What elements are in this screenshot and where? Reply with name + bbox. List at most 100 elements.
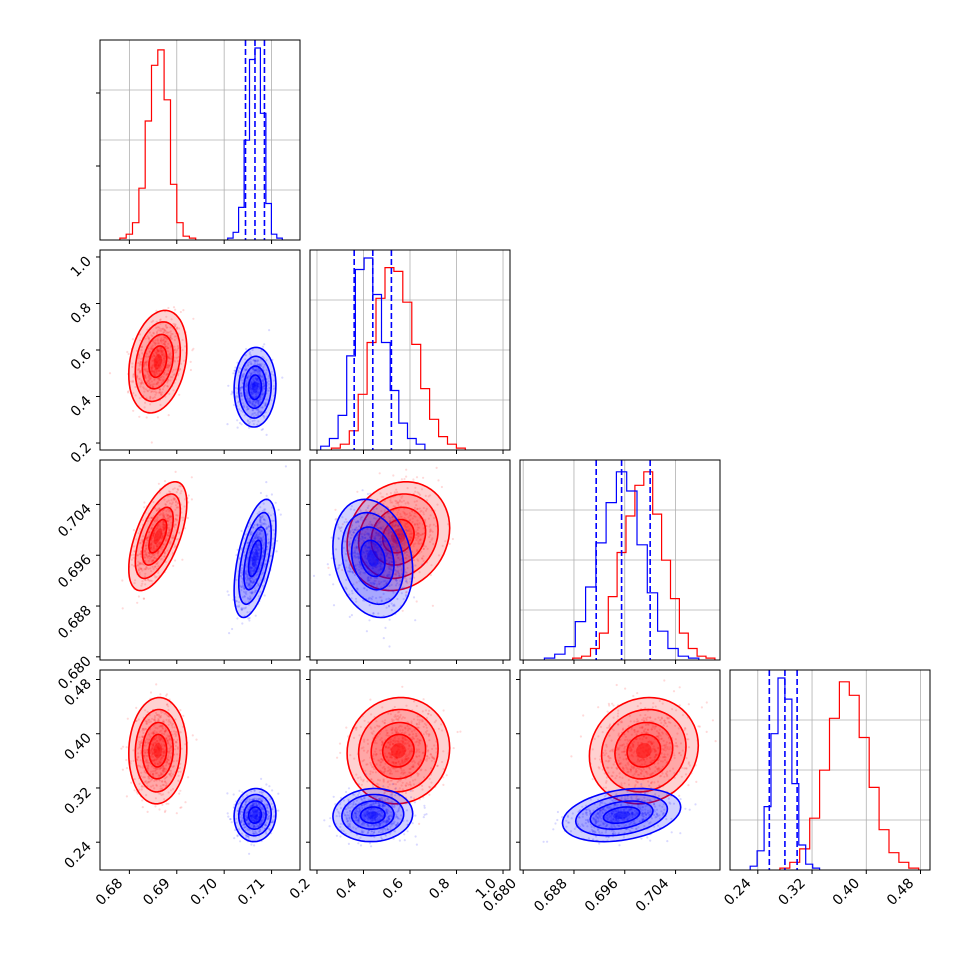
- sample-point: [249, 383, 252, 386]
- sample-point: [163, 371, 166, 374]
- sample-point: [367, 565, 370, 568]
- sample-point: [387, 605, 391, 608]
- sample-point: [246, 397, 249, 401]
- sample-point: [369, 577, 372, 580]
- sample-point: [161, 546, 164, 549]
- sample-point: [242, 373, 245, 376]
- sample-point: [336, 567, 339, 571]
- sample-point: [159, 558, 162, 561]
- sample-point: [241, 572, 244, 575]
- sample-point: [125, 746, 128, 749]
- sample-point: [165, 372, 168, 376]
- sample-point: [262, 381, 265, 384]
- sample-point: [252, 412, 255, 415]
- density-fill: [135, 321, 181, 402]
- sample-point: [156, 348, 159, 351]
- sample-point: [151, 565, 154, 569]
- sample-point: [363, 551, 366, 555]
- sample-point: [254, 559, 257, 562]
- sample-point: [175, 514, 178, 517]
- sample-point: [255, 384, 258, 387]
- sample-point: [246, 578, 249, 582]
- sample-point: [156, 368, 159, 371]
- sample-point: [270, 554, 273, 558]
- sample-point: [387, 547, 390, 550]
- sample-point: [414, 490, 417, 493]
- sample-point: [160, 346, 163, 350]
- sample-point: [260, 558, 263, 561]
- sample-point: [402, 597, 405, 601]
- sample-point: [257, 383, 260, 386]
- sample-point: [250, 388, 253, 391]
- sample-point: [268, 785, 271, 788]
- sample-point: [156, 516, 159, 519]
- sample-point: [253, 384, 256, 387]
- sample-point: [253, 555, 257, 558]
- sample-point: [159, 329, 162, 332]
- sample-point: [397, 544, 400, 547]
- sample-point: [166, 365, 169, 368]
- sample-point: [251, 590, 254, 593]
- sample-point: [181, 349, 184, 352]
- sample-point: [342, 546, 345, 550]
- sample-point: [260, 529, 263, 532]
- sample-point: [247, 582, 250, 585]
- sample-point: [154, 342, 158, 345]
- sample-point: [403, 524, 406, 528]
- sample-point: [369, 571, 372, 574]
- sample-point: [144, 377, 148, 380]
- sample-point: [255, 544, 258, 547]
- sample-point: [147, 567, 150, 571]
- sample-point: [150, 367, 153, 370]
- sample-point: [392, 505, 395, 508]
- sample-point: [337, 537, 340, 541]
- sample-point: [436, 503, 439, 506]
- sample-point: [350, 570, 353, 573]
- sample-point: [371, 541, 375, 545]
- sample-point: [373, 561, 376, 564]
- sample-point: [253, 362, 257, 365]
- sample-point: [255, 395, 258, 398]
- density-fill: [135, 494, 181, 579]
- sample-point: [371, 595, 374, 598]
- panel-1-1: [309, 249, 511, 454]
- sample-point: [254, 566, 257, 570]
- sample-point: [379, 549, 382, 552]
- sample-point: [422, 513, 425, 516]
- sample-point: [252, 563, 255, 566]
- sample-point: [405, 522, 408, 525]
- sample-point: [255, 555, 258, 558]
- sample-point: [161, 349, 164, 352]
- sample-point: [161, 532, 164, 535]
- sample-point: [253, 382, 256, 385]
- sample-point: [249, 579, 252, 583]
- sample-point: [418, 571, 421, 574]
- sample-point: [145, 363, 148, 367]
- sample-point: [192, 347, 195, 350]
- sample-point: [347, 570, 350, 573]
- sample-point: [413, 559, 416, 562]
- sample-point: [367, 553, 370, 556]
- sample-point: [387, 556, 390, 559]
- sample-point: [395, 573, 398, 576]
- sample-point: [256, 379, 259, 383]
- sample-point: [264, 559, 267, 562]
- sample-point: [173, 526, 176, 529]
- sample-point: [149, 395, 152, 398]
- sample-point: [143, 556, 146, 559]
- sample-point: [170, 499, 173, 502]
- sample-point: [406, 554, 409, 557]
- sample-point: [149, 347, 152, 350]
- sample-point: [122, 745, 125, 748]
- sample-point: [254, 360, 257, 363]
- sample-point: [158, 369, 161, 372]
- sample-point: [160, 347, 163, 350]
- sample-point: [377, 612, 380, 615]
- sample-point: [132, 374, 135, 377]
- sample-point: [260, 537, 263, 541]
- sample-point: [253, 411, 257, 415]
- sample-point: [168, 531, 171, 535]
- sample-point: [260, 521, 263, 524]
- panel-1-0: 0.20.40.60.81.0: [68, 249, 301, 467]
- sample-point: [255, 551, 258, 554]
